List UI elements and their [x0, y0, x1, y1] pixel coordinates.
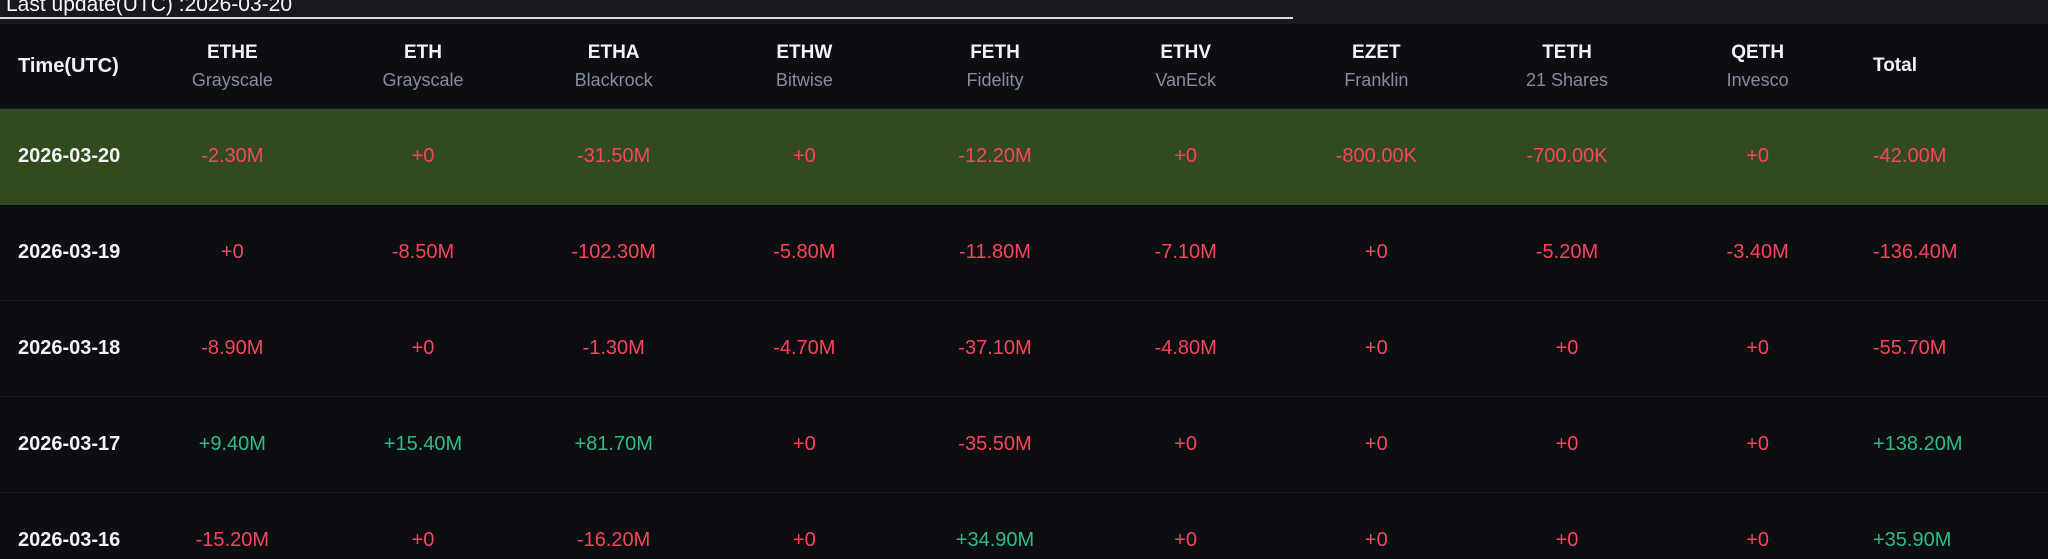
ticker-label: QETH	[1731, 42, 1785, 63]
total-value-cell: +138.20M	[1873, 433, 1963, 455]
ticker-label: ETHV	[1160, 42, 1211, 63]
flow-value-cell: +81.70M	[574, 433, 653, 455]
date-cell: 2026-03-20	[18, 145, 121, 167]
ticker-label: FETH	[970, 42, 1020, 63]
flow-value-cell: +0	[1555, 337, 1579, 359]
table-row: 2026-03-17 +9.40M +15.40M +81.70M +0 -35.50M +…	[0, 397, 2048, 493]
flow-value-cell: +0	[1746, 337, 1770, 359]
flow-value-cell: -2.30M	[201, 145, 264, 167]
issuer-label: 21 Shares	[1525, 70, 1609, 90]
column-header-etha: ETHA Blackrock	[518, 43, 709, 89]
flow-value-cell: -8.90M	[201, 337, 264, 359]
flow-value-cell: +0	[1364, 433, 1388, 455]
flow-value-cell: +9.40M	[198, 433, 266, 455]
flow-value-cell: -15.20M	[195, 529, 270, 551]
issuer-label: Grayscale	[382, 70, 464, 90]
table-body: 2026-03-20 -2.30M +0 -31.50M +0 -12.20M +0 -800…	[0, 109, 2048, 559]
ticker-label: ETHA	[587, 42, 640, 63]
issuer-label: Blackrock	[574, 70, 653, 90]
total-column-header: Total	[1873, 55, 1917, 76]
issuer-label: Invesco	[1726, 70, 1789, 90]
flow-value-cell: -700.00K	[1526, 145, 1608, 167]
flow-value-cell: +0	[1364, 337, 1388, 359]
top-divider	[0, 17, 1293, 19]
flow-value-cell: +0	[220, 241, 244, 263]
flow-value-cell: -37.10M	[958, 337, 1032, 359]
flow-value-cell: +0	[792, 529, 816, 551]
flow-value-cell: +0	[1555, 529, 1579, 551]
column-header-ethw: ETHW Bitwise	[709, 43, 900, 89]
flow-value-cell: +0	[1555, 433, 1579, 455]
flow-value-cell: -7.10M	[1154, 241, 1217, 263]
flow-value-cell: +0	[1746, 145, 1770, 167]
flow-value-cell: -5.80M	[773, 241, 836, 263]
column-header-qeth: QETH Invesco	[1662, 43, 1853, 89]
flow-value-cell: -1.30M	[582, 337, 645, 359]
flow-value-cell: +0	[1174, 529, 1198, 551]
flow-value-cell: -102.30M	[571, 241, 656, 263]
time-column-header: Time(UTC)	[18, 54, 119, 77]
total-value-cell: -55.70M	[1873, 337, 1947, 359]
flow-value-cell: +0	[792, 433, 816, 455]
total-value-cell: +35.90M	[1873, 529, 1952, 551]
issuer-label: Bitwise	[775, 70, 833, 90]
date-cell: 2026-03-17	[18, 433, 121, 455]
column-header-teth: TETH 21 Shares	[1472, 43, 1663, 89]
flow-value-cell: +34.90M	[955, 529, 1035, 551]
column-header-eth: ETH Grayscale	[328, 43, 519, 89]
flow-value-cell: +0	[411, 529, 435, 551]
issuer-label: Fidelity	[966, 70, 1024, 90]
last-update-bar: Last update(UTC) :2026-03-20	[0, 0, 2048, 24]
flow-value-cell: -5.20M	[1535, 241, 1599, 263]
flow-value-cell: -12.20M	[958, 145, 1032, 167]
flow-value-cell: +0	[1174, 145, 1198, 167]
date-cell: 2026-03-18	[18, 337, 121, 359]
flow-value-cell: +0	[1746, 433, 1770, 455]
ticker-label: ETHW	[776, 42, 833, 63]
column-header-feth: FETH Fidelity	[900, 43, 1091, 89]
issuer-label: VanEck	[1155, 70, 1217, 90]
table-row: 2026-03-16 -15.20M +0 -16.20M +0 +34.90M +0 +0 +…	[0, 493, 2048, 559]
flow-value-cell: -8.50M	[391, 241, 455, 263]
flow-value-cell: -3.40M	[1726, 241, 1789, 263]
flow-value-cell: -31.50M	[576, 145, 651, 167]
flow-value-cell: +0	[1364, 241, 1388, 263]
column-header-ezet: EZET Franklin	[1281, 43, 1472, 89]
table-row: 2026-03-19 +0 -8.50M -102.30M -5.80M -11.80M -…	[0, 205, 2048, 301]
etf-flow-table: Time(UTC) ETHE Grayscale ETH Grayscale ETHA Bl…	[0, 24, 2048, 559]
date-cell: 2026-03-16	[18, 529, 121, 551]
flow-value-cell: +0	[792, 145, 816, 167]
last-update-label: Last update(UTC) :2026-03-20	[6, 0, 292, 16]
ticker-label: ETHE	[206, 42, 258, 63]
column-header-ethe: ETHE Grayscale	[137, 43, 328, 89]
ticker-label: ETH	[403, 42, 442, 63]
column-header-ethv: ETHV VanEck	[1090, 43, 1281, 89]
flow-value-cell: +0	[411, 145, 435, 167]
flow-value-cell: +0	[411, 337, 435, 359]
issuer-label: Grayscale	[191, 70, 273, 90]
flow-value-cell: -800.00K	[1335, 145, 1417, 167]
table-header-row: Time(UTC) ETHE Grayscale ETH Grayscale ETHA Bl…	[0, 24, 2048, 109]
flow-value-cell: +0	[1746, 529, 1770, 551]
flow-value-cell: +0	[1174, 433, 1198, 455]
total-value-cell: -136.40M	[1873, 241, 1958, 263]
flow-value-cell: -35.50M	[958, 433, 1032, 455]
table-row: 2026-03-18 -8.90M +0 -1.30M -4.70M -37.10M -4.…	[0, 301, 2048, 397]
flow-value-cell: -16.20M	[576, 529, 651, 551]
ticker-label: TETH	[1542, 42, 1592, 63]
total-value-cell: -42.00M	[1873, 145, 1947, 167]
flow-value-cell: -4.70M	[773, 337, 836, 359]
flow-value-cell: +15.40M	[383, 433, 463, 455]
flow-value-cell: -11.80M	[959, 241, 1031, 263]
date-cell: 2026-03-19	[18, 241, 121, 263]
table-row: 2026-03-20 -2.30M +0 -31.50M +0 -12.20M +0 -800…	[0, 109, 2048, 205]
issuer-label: Franklin	[1344, 70, 1409, 90]
flow-value-cell: -4.80M	[1154, 337, 1217, 359]
ticker-label: EZET	[1352, 42, 1401, 63]
flow-value-cell: +0	[1364, 529, 1388, 551]
